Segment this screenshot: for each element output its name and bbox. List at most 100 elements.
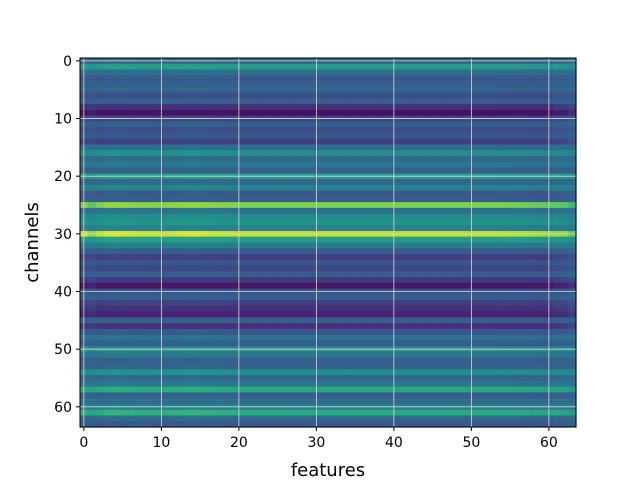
heatmap-cell bbox=[149, 352, 159, 359]
heatmap-cell bbox=[289, 409, 298, 417]
heatmap-cell bbox=[95, 421, 104, 428]
heatmap-cell bbox=[250, 156, 259, 163]
heatmap-cell bbox=[498, 259, 507, 267]
heatmap-cell bbox=[537, 305, 546, 313]
heatmap-cell bbox=[351, 207, 360, 215]
heatmap-cell bbox=[335, 225, 345, 232]
heatmap-cell bbox=[266, 386, 275, 394]
heatmap-cell bbox=[242, 127, 252, 134]
heatmap-cell bbox=[134, 138, 143, 146]
heatmap-cell bbox=[142, 340, 151, 347]
heatmap-cell bbox=[304, 98, 314, 105]
heatmap-cell bbox=[142, 328, 151, 336]
heatmap-cell bbox=[297, 340, 306, 347]
heatmap-cell bbox=[149, 375, 159, 382]
heatmap-cell bbox=[335, 271, 345, 278]
heatmap-cell bbox=[444, 98, 453, 105]
heatmap-cell bbox=[405, 254, 414, 261]
heatmap-cell bbox=[506, 92, 515, 99]
heatmap-cell bbox=[537, 409, 546, 417]
heatmap-cell bbox=[498, 109, 507, 117]
heatmap-cell bbox=[180, 92, 190, 99]
heatmap-cell bbox=[219, 98, 228, 105]
heatmap-cell bbox=[552, 334, 562, 342]
heatmap-cell bbox=[87, 248, 97, 255]
heatmap-cell bbox=[490, 132, 500, 140]
heatmap-cell bbox=[351, 248, 360, 255]
heatmap-cell bbox=[165, 357, 174, 365]
heatmap-cell bbox=[204, 259, 213, 267]
heatmap-cell bbox=[149, 81, 159, 88]
heatmap-cell bbox=[204, 311, 213, 319]
heatmap-cell bbox=[273, 369, 283, 376]
heatmap-cell bbox=[211, 109, 221, 117]
heatmap-cell bbox=[165, 369, 174, 376]
heatmap-cell bbox=[126, 363, 135, 370]
heatmap-cell bbox=[397, 369, 407, 376]
heatmap-cell bbox=[568, 392, 577, 399]
heatmap-cell bbox=[459, 271, 469, 278]
heatmap-cell bbox=[328, 69, 337, 76]
heatmap-cell bbox=[273, 271, 283, 278]
heatmap-cell bbox=[328, 254, 337, 261]
heatmap-cell bbox=[320, 196, 329, 203]
heatmap-cell bbox=[498, 132, 507, 140]
heatmap-cell bbox=[552, 92, 562, 99]
heatmap-cell bbox=[537, 219, 546, 226]
heatmap-cell bbox=[134, 144, 143, 151]
heatmap-cell bbox=[142, 409, 151, 417]
heatmap-cell bbox=[452, 138, 461, 146]
heatmap-cell bbox=[196, 81, 205, 88]
heatmap-cell bbox=[552, 179, 562, 186]
heatmap-cell bbox=[444, 334, 453, 342]
heatmap-cell bbox=[87, 92, 97, 99]
heatmap-cell bbox=[149, 184, 159, 192]
heatmap-cell bbox=[118, 265, 128, 272]
heatmap-cell bbox=[359, 369, 368, 376]
heatmap-cell bbox=[320, 236, 329, 244]
heatmap-cell bbox=[382, 305, 391, 313]
heatmap-cell bbox=[335, 127, 345, 134]
heatmap-cell bbox=[428, 334, 438, 342]
heatmap-cell bbox=[436, 127, 445, 134]
heatmap-cell bbox=[219, 265, 228, 272]
heatmap-cell bbox=[537, 138, 546, 146]
heatmap-cell bbox=[134, 104, 143, 111]
heatmap-cell bbox=[521, 421, 531, 428]
heatmap-cell bbox=[111, 311, 120, 319]
heatmap-cell bbox=[219, 294, 228, 301]
heatmap-cell bbox=[374, 375, 383, 382]
heatmap-cell bbox=[537, 121, 546, 128]
heatmap-cell bbox=[428, 156, 438, 163]
heatmap-cell bbox=[211, 409, 221, 417]
heatmap-cell bbox=[149, 380, 159, 388]
heatmap-cell bbox=[289, 282, 298, 290]
heatmap-cell bbox=[436, 248, 445, 255]
heatmap-cell bbox=[118, 415, 128, 422]
heatmap-cell bbox=[126, 357, 135, 365]
heatmap-cell bbox=[428, 375, 438, 382]
heatmap-cell bbox=[266, 334, 275, 342]
heatmap-cell bbox=[343, 409, 352, 417]
heatmap-cell bbox=[459, 150, 469, 157]
heatmap-cell bbox=[118, 127, 128, 134]
heatmap-cell bbox=[335, 300, 345, 307]
heatmap-cell bbox=[111, 328, 120, 336]
heatmap-cell bbox=[297, 317, 306, 324]
heatmap-cell bbox=[537, 386, 546, 394]
heatmap-cell bbox=[483, 357, 492, 365]
heatmap-cell bbox=[320, 219, 329, 226]
heatmap-cell bbox=[452, 363, 461, 370]
heatmap-cell bbox=[196, 305, 205, 313]
heatmap-cell bbox=[374, 421, 383, 428]
heatmap-cell bbox=[382, 98, 391, 105]
heatmap-cell bbox=[289, 271, 298, 278]
heatmap-cell bbox=[142, 352, 151, 359]
heatmap-cell bbox=[521, 219, 531, 226]
heatmap-cell bbox=[134, 340, 143, 347]
heatmap-cell bbox=[103, 92, 112, 99]
heatmap-cell bbox=[180, 184, 190, 192]
heatmap-cell bbox=[87, 392, 97, 399]
heatmap-cell bbox=[405, 294, 414, 301]
heatmap-cell bbox=[405, 81, 414, 88]
